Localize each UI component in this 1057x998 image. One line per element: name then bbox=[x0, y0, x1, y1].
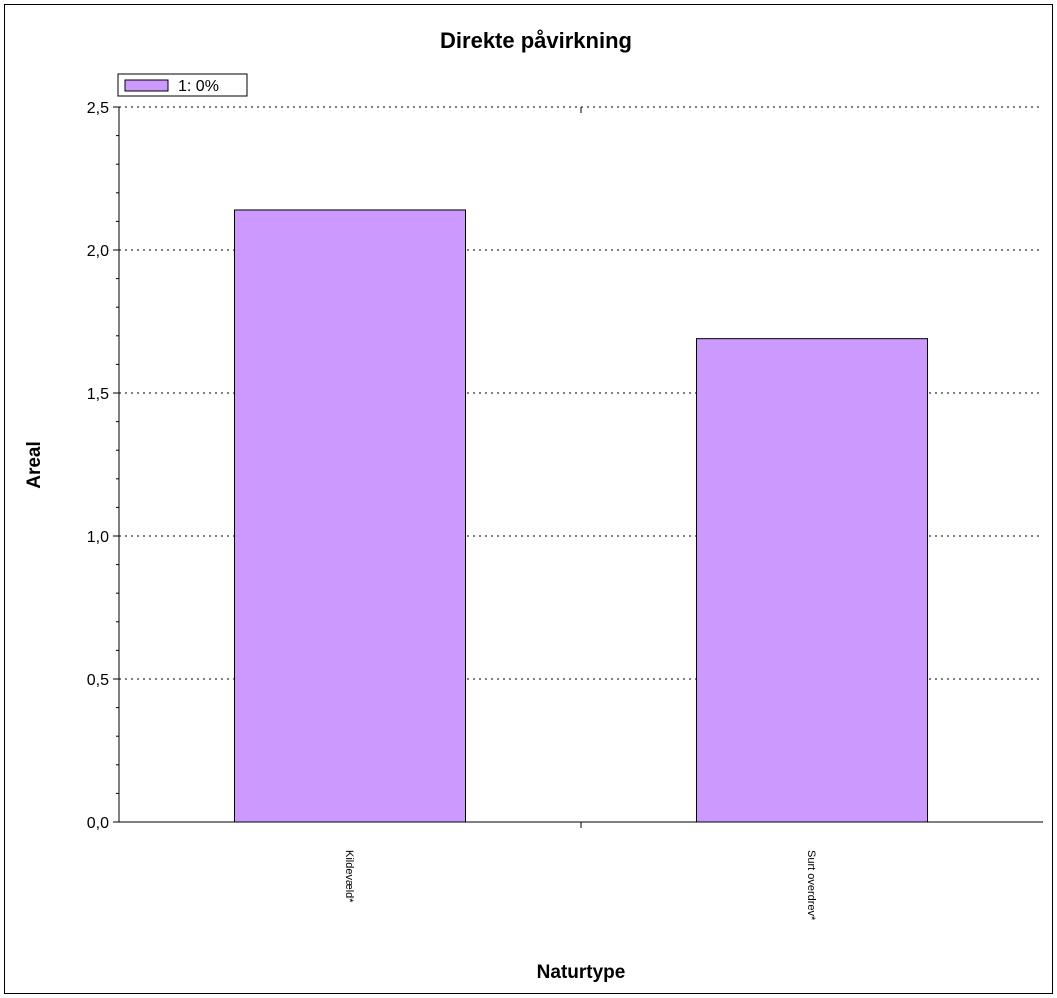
y-tick-labels: 0,0 0,5 1,0 1,5 2,0 2,5 bbox=[87, 100, 109, 832]
y-axis-title: Areal bbox=[24, 441, 45, 489]
x-axis-title: Naturtype bbox=[537, 962, 626, 983]
legend: 1: 0% bbox=[117, 73, 248, 97]
x-category-labels: Kildevæld* Surt overdrev* bbox=[343, 850, 817, 921]
x-category-label: Kildevæld* bbox=[343, 850, 355, 903]
chart-title: Direkte påvirkning bbox=[440, 28, 632, 53]
y-tick-label: 2,5 bbox=[87, 100, 109, 117]
axes bbox=[113, 106, 1043, 828]
y-tick-label: 0,5 bbox=[87, 672, 109, 689]
legend-swatch bbox=[124, 79, 169, 92]
y-tick-label: 0,0 bbox=[87, 815, 109, 832]
y-tick-label: 1,5 bbox=[87, 386, 109, 403]
legend-label: 1: 0% bbox=[178, 78, 219, 95]
y-tick-label: 1,0 bbox=[87, 529, 109, 546]
bar bbox=[696, 338, 928, 823]
y-tick-label: 2,0 bbox=[87, 243, 109, 260]
bar bbox=[234, 209, 466, 823]
x-category-label: Surt overdrev* bbox=[805, 850, 817, 921]
bars bbox=[234, 209, 928, 823]
